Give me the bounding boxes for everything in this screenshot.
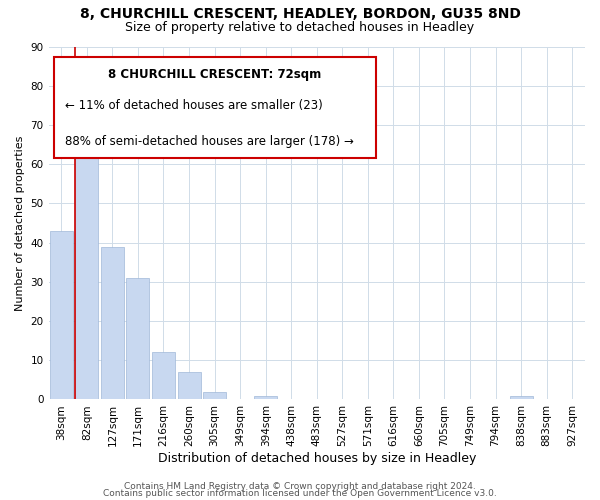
Bar (178, 372, 200, 400)
Bar (509, 396, 533, 400)
Bar (76, 133, 98, 400)
Bar (152, 352, 175, 400)
Text: Size of property relative to detached houses in Headley: Size of property relative to detached ho… (125, 21, 475, 34)
Bar (127, 278, 149, 400)
Bar (254, 396, 277, 400)
Text: ← 11% of detached houses are smaller (23): ← 11% of detached houses are smaller (23… (65, 99, 322, 112)
Y-axis label: Number of detached properties: Number of detached properties (15, 136, 25, 310)
Text: Contains HM Land Registry data © Crown copyright and database right 2024.: Contains HM Land Registry data © Crown c… (124, 482, 476, 491)
Bar (50, 231, 73, 400)
Bar (101, 246, 124, 400)
Text: 8 CHURCHILL CRESCENT: 72sqm: 8 CHURCHILL CRESCENT: 72sqm (108, 68, 322, 80)
FancyBboxPatch shape (54, 57, 376, 158)
Text: Contains public sector information licensed under the Open Government Licence v3: Contains public sector information licen… (103, 490, 497, 498)
Text: 8, CHURCHILL CRESCENT, HEADLEY, BORDON, GU35 8ND: 8, CHURCHILL CRESCENT, HEADLEY, BORDON, … (80, 8, 520, 22)
X-axis label: Distribution of detached houses by size in Headley: Distribution of detached houses by size … (158, 452, 476, 465)
Text: 88% of semi-detached houses are larger (178) →: 88% of semi-detached houses are larger (… (65, 135, 353, 148)
Bar (203, 392, 226, 400)
